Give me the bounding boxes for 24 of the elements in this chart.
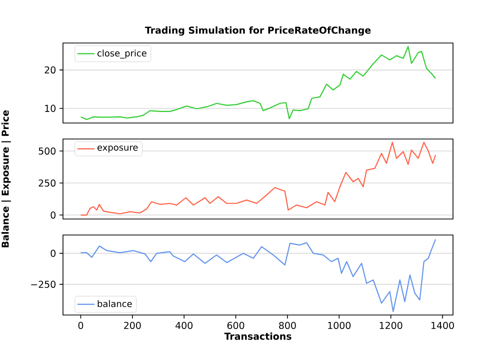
- y-tick-label: 0: [50, 250, 56, 257]
- y-axis-title: Balance | Exposure | Price: [1, 110, 11, 248]
- legend-label: balance: [98, 300, 132, 308]
- x-tick-label: 1000: [328, 322, 351, 330]
- x-tick-label: 400: [176, 322, 192, 330]
- chart-title: Trading Simulation for PriceRateOfChange: [144, 26, 371, 36]
- x-tick-label: 1400: [432, 322, 454, 330]
- line-series: [80, 238, 436, 312]
- x-tick-label: 1200: [380, 322, 402, 330]
- y-tick-label: 500: [38, 147, 56, 155]
- y-tick-label: 20: [44, 66, 56, 74]
- line-series: [80, 142, 436, 216]
- line-series: [80, 46, 436, 120]
- x-tick-label: 0: [78, 322, 84, 330]
- legend-label: exposure: [98, 146, 138, 152]
- x-tick-label: 600: [227, 322, 244, 330]
- y-tick-label: 250: [38, 179, 56, 187]
- y-tick-label: −250: [31, 280, 56, 288]
- y-tick-label: 0: [50, 211, 56, 219]
- legend-label: close_price: [98, 50, 146, 59]
- x-tick-label: 200: [124, 322, 141, 330]
- y-tick-label: 10: [45, 104, 56, 112]
- x-tick-label: 800: [279, 322, 296, 330]
- x-axis-title: Transactions: [224, 332, 292, 340]
